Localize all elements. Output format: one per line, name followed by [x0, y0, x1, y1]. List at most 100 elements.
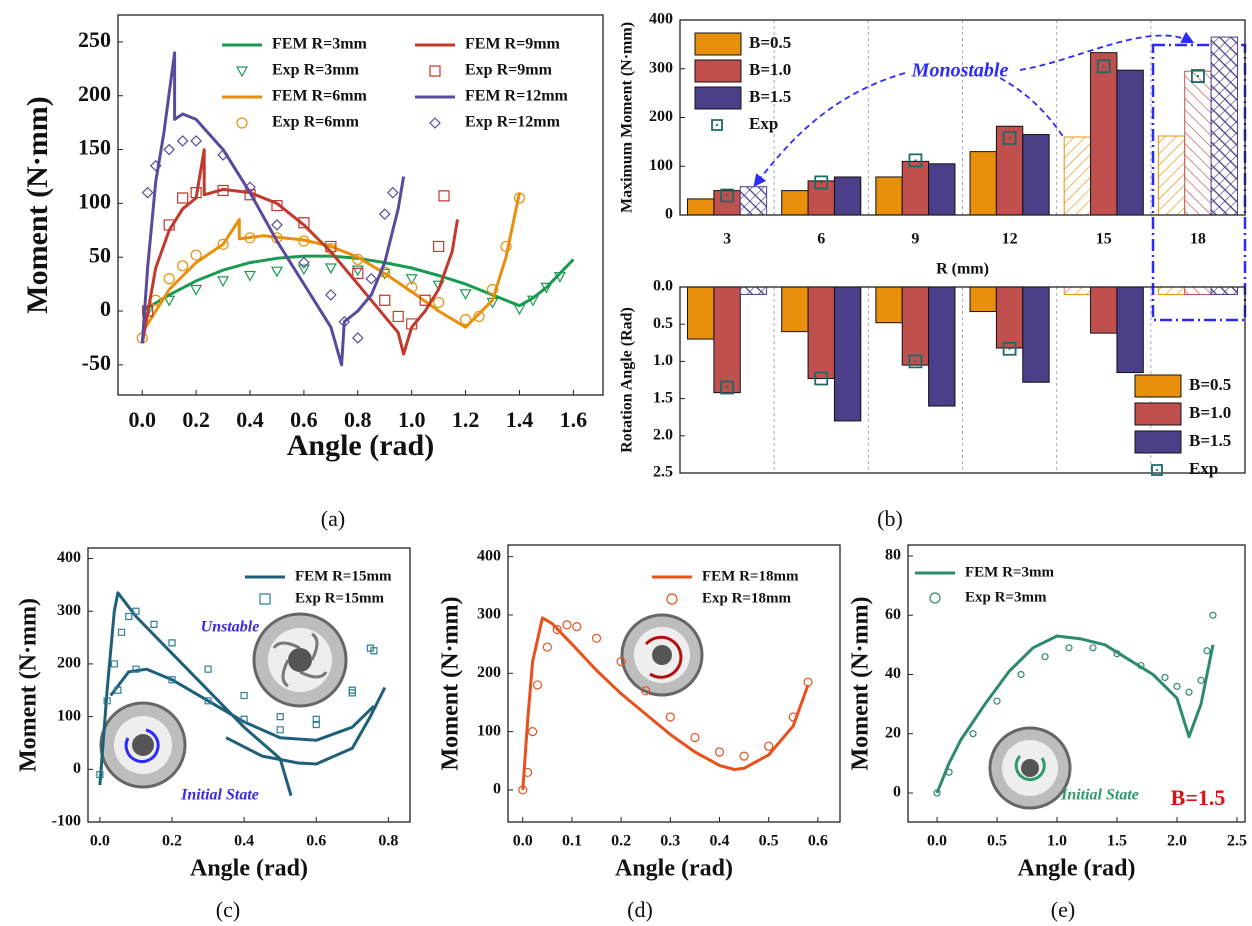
legend-label: Exp R=15mm — [295, 590, 384, 606]
point — [177, 260, 189, 272]
point — [351, 265, 364, 277]
x-tick-label: 0.4 — [709, 833, 729, 850]
legend-label: FEM R=3mm — [965, 564, 1054, 580]
x-tick-label: 0.4 — [236, 407, 264, 432]
x-tick-label: 0.5 — [759, 833, 779, 850]
point — [190, 249, 202, 261]
point — [1113, 650, 1121, 658]
x-tick-label: 1.6 — [560, 407, 588, 432]
point — [1191, 69, 1205, 83]
bar — [713, 190, 741, 216]
point — [177, 192, 189, 204]
point — [665, 712, 675, 722]
point — [325, 240, 337, 253]
point — [114, 686, 122, 694]
bar — [781, 190, 809, 216]
legend-swatch — [694, 59, 742, 83]
x-tick-label: 1.0 — [1047, 833, 1067, 850]
point — [276, 726, 284, 734]
bar — [1184, 286, 1212, 295]
y-tick-label: 0 — [493, 781, 501, 798]
bar — [1063, 286, 1092, 295]
legend-label: Exp R=12mm — [465, 114, 561, 131]
plot-frame — [507, 544, 841, 823]
point — [933, 789, 941, 797]
point — [1209, 611, 1217, 619]
plot-frame — [87, 547, 411, 823]
y-tick-label: 200 — [477, 664, 501, 681]
point — [1185, 688, 1193, 696]
x-tick-label: 0.4 — [234, 833, 254, 850]
bar — [713, 286, 741, 394]
point — [1137, 661, 1145, 670]
point — [176, 135, 189, 147]
annotation: Unstable — [201, 619, 260, 636]
point — [217, 238, 229, 250]
x-tick-label: 0.1 — [562, 833, 582, 850]
point — [386, 186, 399, 199]
annotation: B=1.5 — [1171, 785, 1226, 810]
point — [591, 633, 602, 643]
legend-label: B=1.0 — [749, 60, 791, 79]
y-tick-label: 400 — [57, 549, 81, 566]
bar — [807, 286, 835, 380]
bar — [875, 176, 903, 216]
legend-label: Exp R=9mm — [465, 62, 553, 79]
y-tick-label: 200 — [57, 655, 81, 672]
point — [217, 276, 230, 288]
y-tick-label: 150 — [78, 135, 111, 160]
point — [168, 676, 176, 684]
point — [298, 235, 310, 247]
point — [406, 281, 418, 293]
bar — [1210, 286, 1238, 295]
point — [297, 264, 310, 276]
y-tick-label: -100 — [52, 813, 81, 830]
y-axis-label: Maximum Moment (N·mm) — [619, 22, 636, 213]
arrow — [753, 72, 906, 187]
bar — [1022, 134, 1050, 216]
x-tick-label: 2.5 — [1227, 833, 1247, 850]
bar — [969, 286, 997, 313]
point — [527, 727, 538, 737]
point — [764, 741, 774, 751]
legend-label: Exp — [1189, 459, 1218, 478]
legend-swatch — [1134, 374, 1182, 398]
legend-label: Exp R=6mm — [272, 114, 360, 131]
legend-marker — [929, 592, 941, 604]
device-photo — [988, 726, 1072, 810]
legend-marker — [429, 65, 441, 77]
point — [814, 175, 829, 190]
legend-label: Exp R=3mm — [965, 589, 1047, 605]
panel-label: (a) — [321, 506, 345, 531]
y-tick-label: 400 — [649, 11, 673, 28]
point — [540, 282, 553, 294]
point — [788, 712, 798, 722]
legend-label: FEM R=6mm — [272, 88, 368, 105]
point — [542, 642, 552, 652]
legend-label: B=0.5 — [1189, 375, 1231, 394]
x-tick-label: 12 — [1002, 231, 1018, 248]
legend-marker — [236, 117, 248, 129]
point — [103, 697, 111, 705]
point — [110, 660, 118, 668]
bar — [928, 163, 956, 216]
legend-label: B=1.0 — [1189, 403, 1231, 422]
point — [132, 665, 140, 673]
x-tick-label: 0.0 — [927, 833, 947, 850]
y-axis-label: Moment (N·mm) — [848, 597, 874, 771]
point — [419, 294, 431, 306]
point — [1203, 647, 1211, 655]
point — [616, 657, 626, 667]
x-tick-label: 0.2 — [611, 833, 631, 850]
curve — [140, 148, 459, 356]
x-tick-label: 1.4 — [506, 407, 534, 432]
point — [1096, 59, 1111, 74]
point — [513, 192, 526, 204]
legend-swatch — [1134, 430, 1182, 454]
point — [473, 310, 485, 323]
point — [438, 190, 450, 202]
point — [993, 697, 1001, 705]
bar — [1022, 286, 1050, 383]
bar — [1090, 52, 1118, 216]
point — [1041, 653, 1049, 661]
